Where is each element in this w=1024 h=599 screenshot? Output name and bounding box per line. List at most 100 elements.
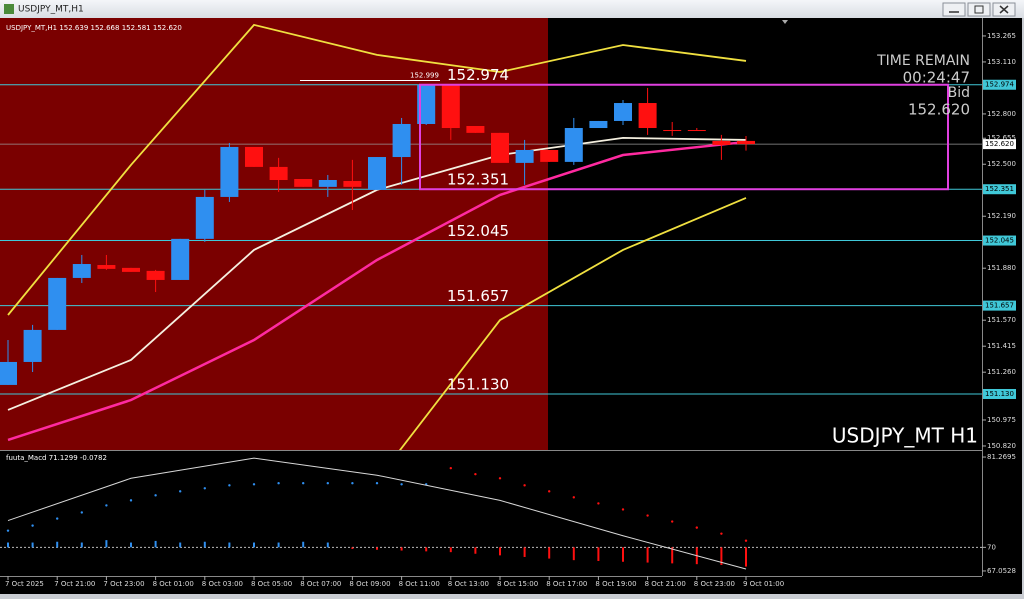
histogram-bar [31,542,34,548]
candle-body [294,178,313,187]
x-tick-label: 8 Oct 03:00 [202,580,243,588]
level-label: 151.130 [447,375,509,393]
candle-body [540,149,559,162]
level-axis-label: 152.351 [985,185,1014,193]
histogram-bar [56,541,59,548]
macd-plot [0,457,982,570]
candle-body [392,123,411,158]
signal-dot [228,484,231,487]
signal-dot [400,483,403,486]
histogram-bar [130,542,132,548]
window-buttons[interactable] [942,2,1016,17]
histogram-bar [253,542,255,548]
minimize-button[interactable] [942,2,966,17]
level-axis-box [983,300,1016,311]
signal-dot [548,490,551,493]
y-tick-label: 152.500 [987,160,1016,168]
overlay: 152.974 152.974 152.351 152.351 152.045 152.0… [6,24,1016,462]
y-tick-label: 70 [987,543,996,551]
histogram-bar [523,547,526,557]
bid-axis-label: 152.620 [985,140,1014,148]
signal-dot [449,466,452,470]
signal-dot [6,529,10,532]
candle-body [712,140,731,145]
x-tick-label: 8 Oct 19:00 [595,580,636,588]
x-tick-label: 8 Oct 11:00 [399,580,440,588]
signal-dot [31,524,34,527]
shift-marker [782,20,788,24]
y-tick-label: 150.975 [987,416,1016,424]
signal-dot [498,477,502,480]
signal-dot [80,511,84,514]
histogram-bar [228,542,231,548]
signal-dot [351,482,354,485]
close-icon [999,5,1009,14]
x-tick-label: 8 Oct 13:00 [448,580,489,588]
candle-body [441,84,460,129]
signal-dot [671,520,674,523]
high-marker-label: 152.999 [410,72,439,80]
candle-body [220,146,239,197]
restore-button[interactable] [967,2,991,17]
signal-dot [695,526,698,529]
y-tick-label: 81.2695 [987,453,1016,461]
signal-dot [56,517,59,520]
level-label: 151.657 [447,287,509,305]
histogram-bar [203,541,206,548]
candle-body [368,157,386,190]
signal-dot [302,482,305,485]
info-label: USDJPY_MT,H1 152.639 152.668 152.581 152… [6,24,182,32]
y-tick-label: 151.260 [987,368,1016,376]
timer-label: TIME REMAIN [876,53,970,69]
x-tick-label: 8 Oct 23:00 [694,580,735,588]
histogram-bar [499,547,501,556]
x-tick-label: 8 Oct 07:00 [300,580,341,588]
x-tick-label: 7 Oct 21:00 [54,580,95,588]
x-tick-label: 8 Oct 15:00 [497,580,538,588]
macd-line [7,457,747,570]
histogram-bar [671,547,674,564]
main-plot: 152.999 [0,23,982,450]
macd-title: fuuta_Macd 71.1299 -0.0782 [6,454,107,462]
histogram-bar [154,540,157,548]
histogram-bar [720,547,723,565]
signal-dot [375,482,379,485]
candle-body [564,128,583,162]
signal-dot [621,508,625,511]
signal-dot [129,499,133,502]
y-tick-label: 153.265 [987,32,1016,40]
level-axis-box [983,184,1016,195]
level-label: 152.351 [447,171,509,189]
histogram-bar [548,547,551,559]
candle-body [491,132,509,163]
y-tick-label: 152.190 [987,212,1016,220]
histogram-bar [80,542,83,548]
bid-label: Bid [948,85,970,101]
signal-dot [474,472,477,476]
level-axis-label: 152.045 [985,237,1014,245]
histogram-bar [179,542,182,548]
level-axis-label: 151.130 [985,390,1014,398]
histogram-bar [277,542,280,548]
signal-dot [252,483,256,486]
candle-body [72,264,91,278]
signal-dot [744,539,748,542]
level-axis-box [983,388,1016,399]
x-tick-label: 7 Oct 2025 [5,580,44,588]
signal-dot [154,494,157,497]
signal-dot [646,514,649,517]
y-tick-label: 67.0528 [987,567,1016,575]
candle-body [171,238,190,280]
window-icon [4,4,14,14]
indicator-line [7,140,747,442]
candle-body [466,126,485,133]
histogram-bar [646,547,649,563]
x-tick-label: 9 Oct 01:00 [743,580,784,588]
title-bar [0,0,1024,18]
restore-icon [974,5,984,14]
window-title: USDJPY_MT,H1 [18,5,84,15]
y-tick-label: 151.880 [987,264,1016,272]
signal-dot [523,484,526,487]
